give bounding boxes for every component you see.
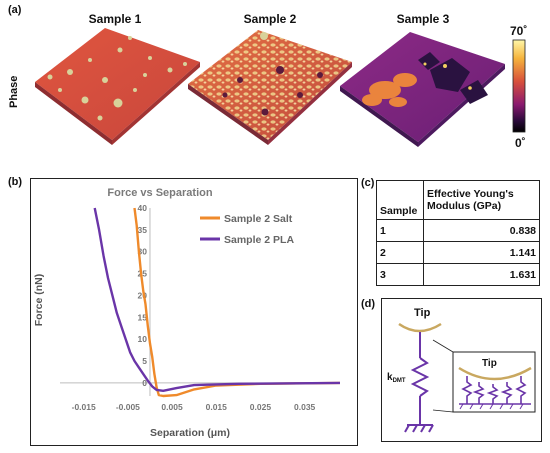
dmt-schematic: Tip kDMT Tip <box>387 307 536 433</box>
y-tick-label: 35 <box>137 225 147 235</box>
panel-a-label: (a) <box>8 4 22 16</box>
table-row: 2 1.141 <box>376 241 540 264</box>
spring-constant-label: kDMT <box>387 372 406 384</box>
colorbar-min-label: 0˚ <box>515 136 526 150</box>
afm-phase-images <box>35 28 526 147</box>
x-tick-label: -0.015 <box>72 402 96 412</box>
sample-3-surface <box>340 32 505 147</box>
y-tick-label: 10 <box>137 334 147 344</box>
sample-2-title: Sample 2 <box>243 12 297 26</box>
phase-colorbar <box>512 39 526 133</box>
row-1-sample: 1 <box>376 219 424 242</box>
tip-label: Tip <box>414 307 431 319</box>
inset-ground <box>459 403 524 410</box>
y-axis-label: Force (nN) <box>33 274 45 327</box>
x-axis-label: Separation (μm) <box>150 427 230 439</box>
y-tick-label: 20 <box>137 290 147 300</box>
legend-label: Sample 2 PLA <box>224 234 294 246</box>
colorbar-max-label: 70˚ <box>510 24 528 38</box>
y-tick-label: 25 <box>137 269 147 279</box>
y-tick-label: 5 <box>142 356 147 366</box>
panel-c-label: (c) <box>361 177 375 189</box>
force-separation-chart: Force vs Separation Force (nN) Separatio… <box>33 187 341 439</box>
header-sample: Sample <box>376 180 424 220</box>
panel-d-label: (d) <box>361 298 376 310</box>
inset-tip-shape <box>458 366 532 381</box>
y-tick-label: 40 <box>137 203 147 213</box>
x-tick-label: 0.035 <box>294 402 316 412</box>
y-tick-label: 0 <box>142 378 147 388</box>
legend-label: Sample 2 Salt <box>224 213 293 225</box>
y-tick-label: 15 <box>137 312 147 322</box>
chart-title: Force vs Separation <box>107 187 212 199</box>
force-chart-frame <box>30 178 358 446</box>
series-line-sample-2-pla <box>93 207 341 393</box>
sample-3-title: Sample 3 <box>396 12 450 26</box>
panel-b-label: (b) <box>8 176 23 188</box>
tip-shape <box>398 322 442 333</box>
sample-1-title: Sample 1 <box>88 12 142 26</box>
inset-tip-label: Tip <box>482 358 497 369</box>
y-tick-label: 30 <box>137 247 147 257</box>
youngs-modulus-table: Sample Effective Young's Modulus (GPa) 1… <box>376 180 540 286</box>
table-row: 3 1.631 <box>376 263 540 286</box>
table-row: 1 0.838 <box>376 219 540 242</box>
inset-pointer-bottom <box>432 409 454 413</box>
spring-icon <box>404 332 434 433</box>
header-modulus: Effective Young's Modulus (GPa) <box>423 180 540 220</box>
sample-1-surface <box>35 28 200 145</box>
row-2-sample: 2 <box>376 241 424 264</box>
row-3-sample: 3 <box>376 263 424 286</box>
inset-pointer-top <box>432 339 454 353</box>
series-line-sample-2-salt <box>133 207 341 398</box>
x-tick-label: -0.005 <box>116 402 140 412</box>
table-header-row: Sample Effective Young's Modulus (GPa) <box>376 180 540 220</box>
x-tick-label: 0.005 <box>161 402 183 412</box>
row-2-modulus: 1.141 <box>423 241 540 264</box>
row-1-modulus: 0.838 <box>423 219 540 242</box>
inset-springs <box>459 376 531 405</box>
x-tick-label: 0.015 <box>206 402 228 412</box>
row-3-modulus: 1.631 <box>423 263 540 286</box>
x-tick-label: 0.025 <box>250 402 272 412</box>
sample-2-surface <box>188 30 352 145</box>
